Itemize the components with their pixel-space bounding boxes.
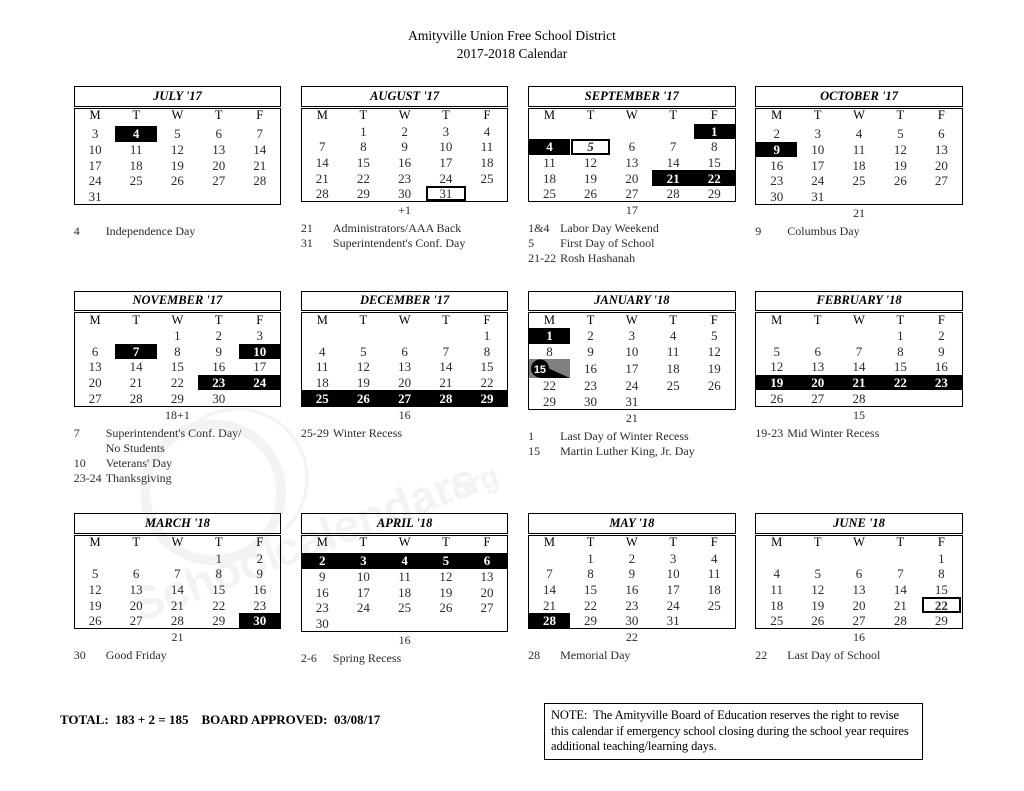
svg-text:.org: .org <box>439 459 504 510</box>
svg-text:15: 15 <box>534 364 546 376</box>
